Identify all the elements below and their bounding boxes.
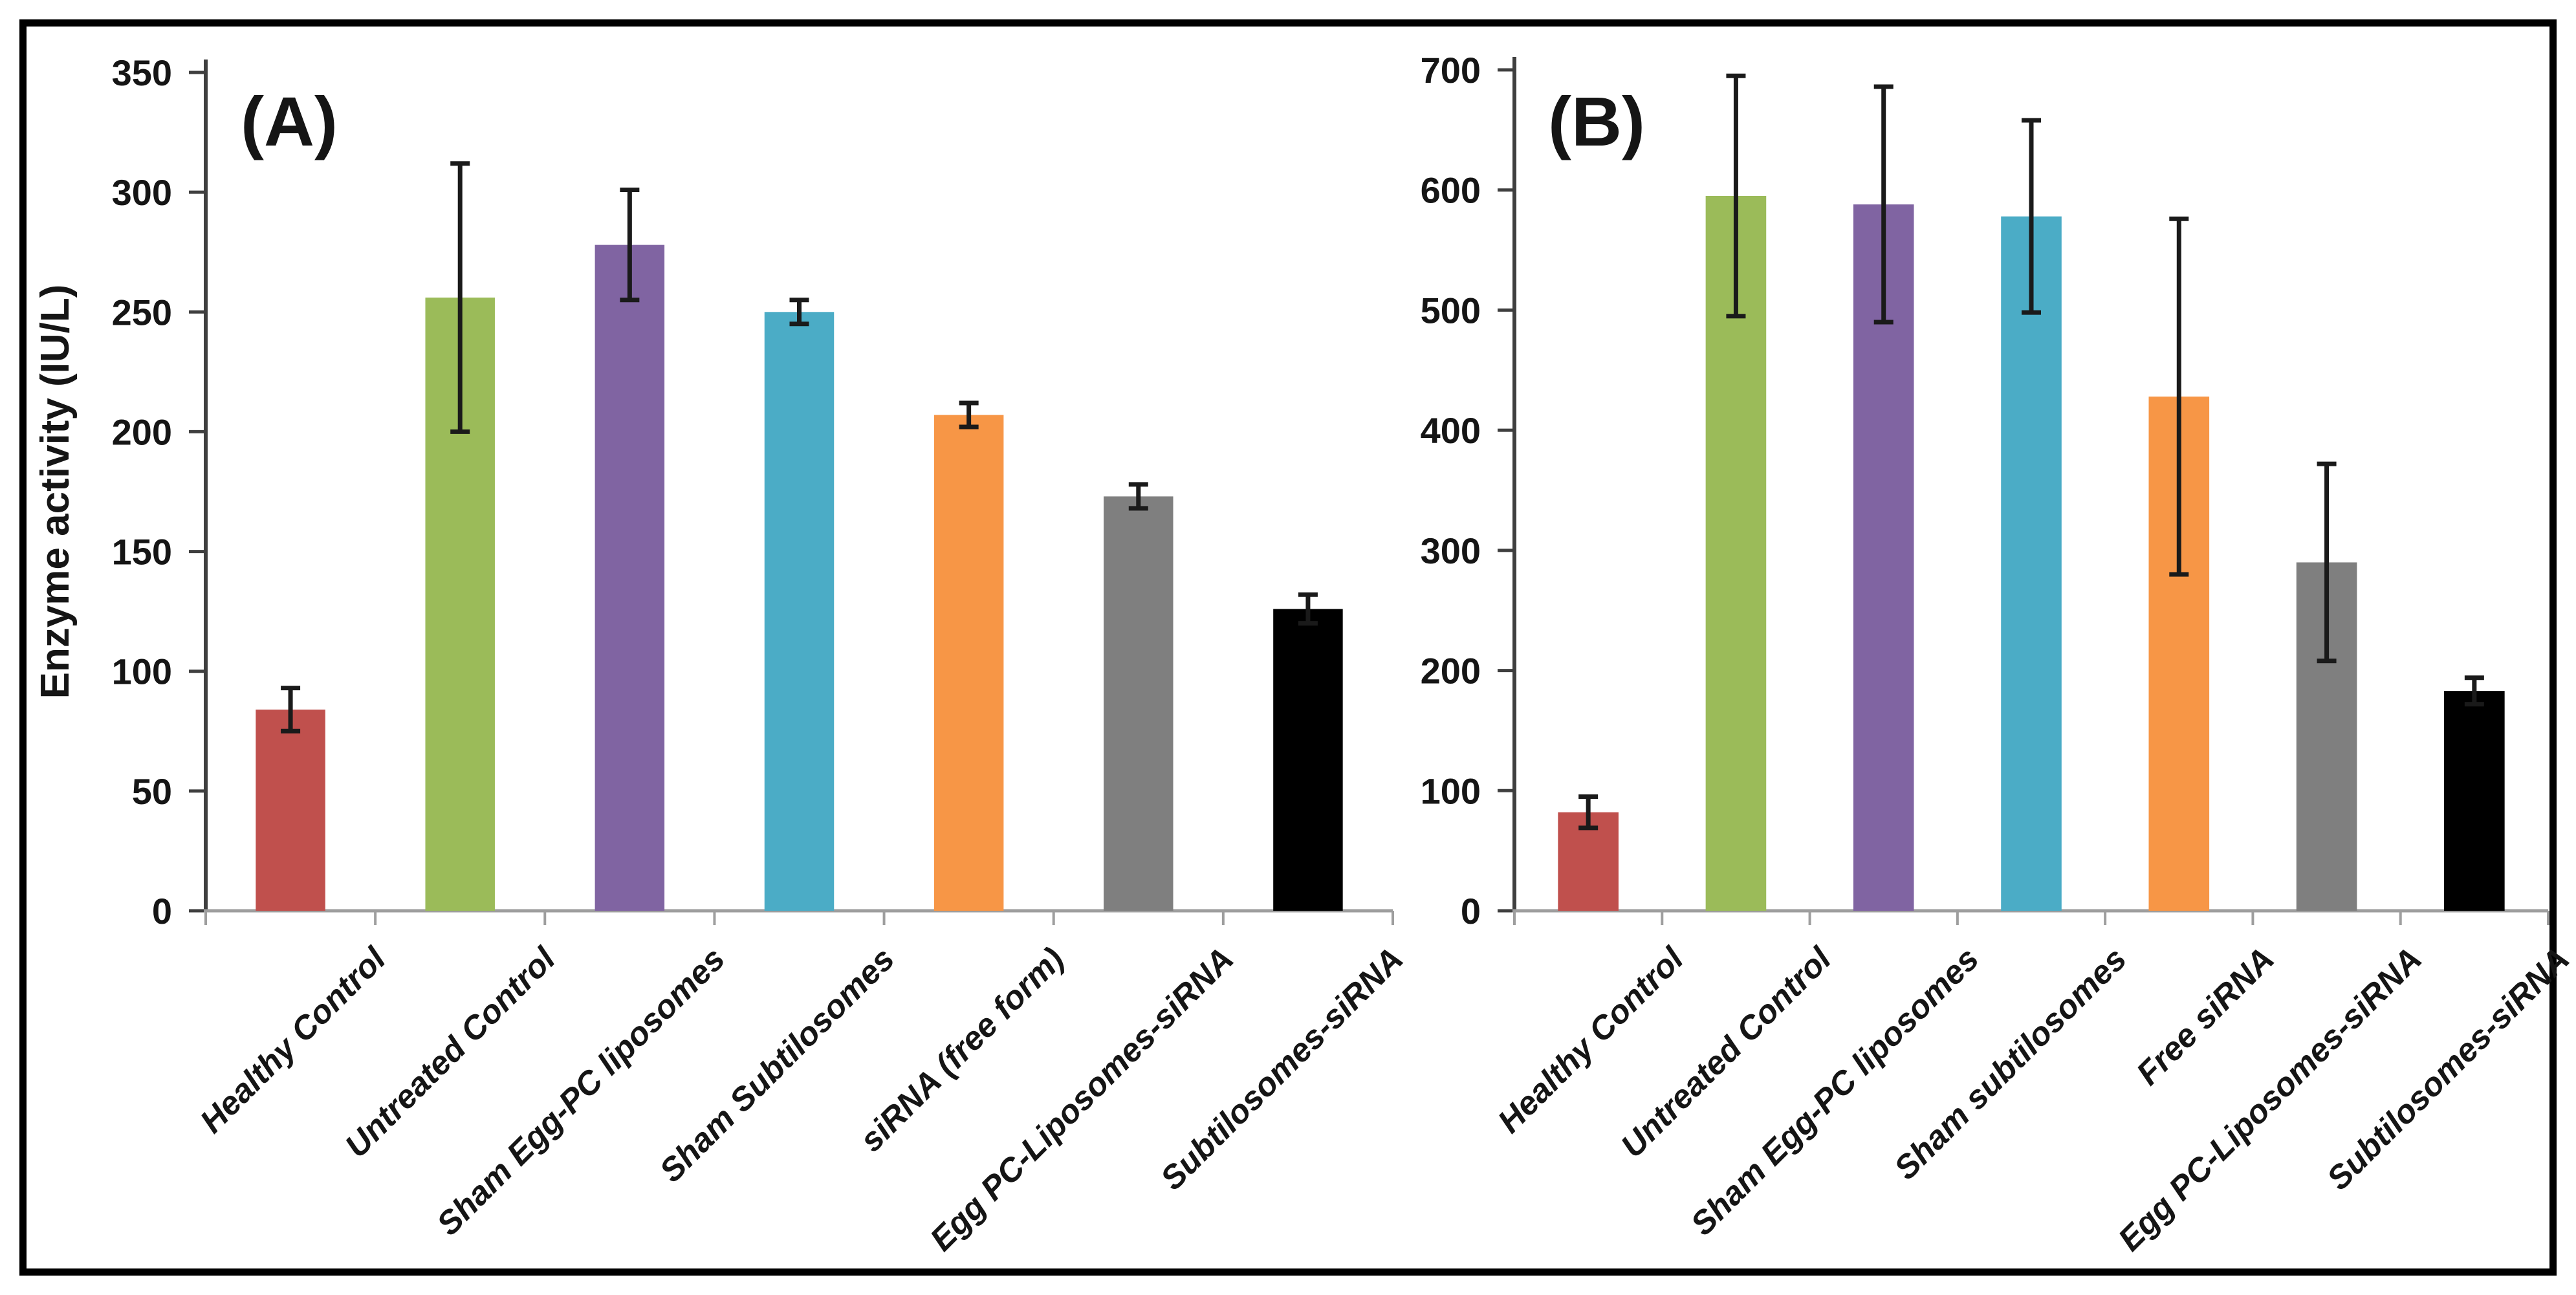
x-category-label-b-6: Subtilosomes-siRNA — [2320, 940, 2576, 1197]
y-tick-label-a: 250 — [112, 292, 172, 332]
x-category-label-a-2: Sham Egg-PC liposomes — [430, 940, 732, 1242]
x-category-label-b-5: Egg PC-Liposomes-siRNA — [2111, 940, 2429, 1257]
panel-label-a: (A) — [241, 82, 338, 160]
x-category-label-a-0: Healthy Control — [193, 939, 393, 1140]
x-category-label-a-5: Egg PC-Liposomes-siRNA — [922, 940, 1240, 1257]
y-tick-label-a: 300 — [112, 172, 172, 213]
y-tick-label-b: 200 — [1421, 651, 1481, 691]
y-tick-label-a: 100 — [112, 651, 172, 692]
y-tick-label-a: 0 — [152, 891, 172, 931]
y-tick-label-b: 400 — [1421, 410, 1481, 451]
bar-b-6 — [2444, 691, 2505, 911]
y-tick-label-b: 700 — [1421, 50, 1481, 91]
x-category-label-b-4: Free siRNA — [2129, 940, 2281, 1092]
bar-a-4 — [933, 415, 1004, 911]
bar-a-5 — [1104, 496, 1173, 911]
y-tick-label-a: 150 — [112, 532, 172, 572]
y-tick-label-b: 300 — [1421, 530, 1481, 571]
bar-a-6 — [1273, 609, 1343, 911]
y-tick-label-a: 200 — [112, 411, 172, 452]
y-tick-label-a: 350 — [112, 52, 172, 93]
bar-a-3 — [764, 312, 835, 911]
panel-label-b: (B) — [1548, 82, 1645, 160]
bar-a-0 — [256, 709, 325, 911]
y-tick-label-a: 50 — [132, 771, 172, 812]
y-tick-label-b: 500 — [1421, 290, 1481, 331]
bar-a-2 — [595, 245, 665, 911]
y-axis-title-a: Enzyme activity (IU/L) — [33, 285, 78, 699]
y-tick-label-b: 100 — [1421, 770, 1481, 811]
bar-b-3 — [2001, 216, 2062, 911]
y-tick-label-b: 0 — [1461, 891, 1481, 931]
y-tick-label-b: 600 — [1421, 170, 1481, 211]
x-category-label-b-2: Sham Egg-PC liposomes — [1683, 940, 1985, 1242]
